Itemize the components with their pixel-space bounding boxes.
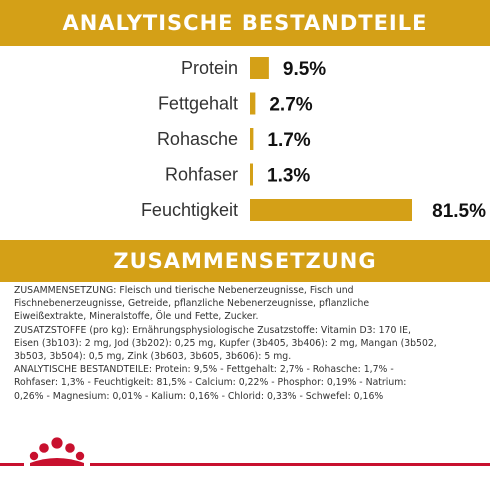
bar — [250, 199, 412, 221]
composition-line: ZUSAMMENSETZUNG: Fleisch und tierische N… — [14, 285, 354, 296]
value-label: 1.3% — [267, 166, 310, 187]
composition-line: 0,26% - Magnesium: 0,01% - Kalium: 0,16%… — [14, 390, 384, 402]
category-label: Rohasche — [157, 129, 238, 149]
bar — [250, 128, 254, 150]
value-label: 81.5% — [432, 201, 486, 222]
composition-banner: ZUSAMMENSETZUNG — [0, 240, 490, 282]
composition-line: 3b503, 3b504): 0,5 mg, Zink (3b603, 3b60… — [14, 351, 292, 363]
crown-icon — [29, 437, 85, 466]
composition-line: Fischnebenerzeugnisse, Getreide, pflanzl… — [14, 298, 370, 310]
analytics-bar-chart: Protein 9.5% Fettgehalt 2.7% Rohasche 1.7% Roh… — [141, 57, 486, 222]
value-label: 1.7% — [267, 130, 310, 151]
bar — [250, 163, 253, 186]
footer-line-left — [0, 463, 24, 466]
category-label: Protein — [181, 58, 238, 78]
category-label: Rohfaser — [165, 165, 238, 185]
composition-line: ZUSATZSTOFFE (pro kg): Ernährungsphysiol… — [14, 324, 411, 336]
bar — [250, 92, 256, 115]
composition-text: ZUSAMMENSETZUNG: Fleisch und tierische N… — [14, 284, 484, 403]
composition-line: Eisen (3b103): 2 mg, Jod (3b202): 0,25 m… — [14, 337, 437, 349]
composition-line: Rohfaser: 1,3% - Feuchtigkeit: 81,5% - C… — [14, 377, 407, 389]
composition-line: Eiweißextrakte, Mineralstoffe, Öle und F… — [14, 311, 259, 323]
value-label: 9.5% — [283, 59, 326, 80]
analytics-banner: ANALYTISCHE BESTANDTEILE — [0, 0, 490, 46]
value-label: 2.7% — [269, 95, 312, 116]
category-label: Fettgehalt — [158, 94, 238, 114]
category-label: Feuchtigkeit — [141, 200, 238, 220]
bar — [250, 57, 269, 79]
composition-line: ANALYTISCHE BESTANDTEILE: Protein: 9,5% … — [14, 364, 394, 376]
footer-line-right — [90, 463, 490, 466]
